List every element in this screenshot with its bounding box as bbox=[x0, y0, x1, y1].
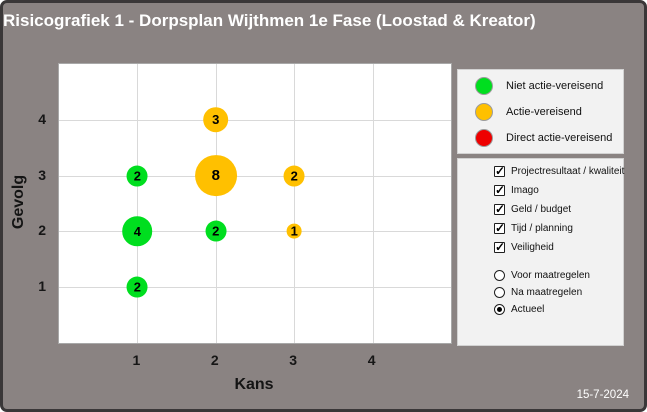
x-tick-label: 3 bbox=[289, 352, 298, 368]
checkbox-label: Veiligheid bbox=[511, 242, 554, 253]
radio-voor-maatregelen[interactable] bbox=[494, 270, 505, 281]
risk-bubble[interactable]: 1 bbox=[286, 223, 302, 239]
radio-row-voor-maatregelen[interactable]: Voor maatregelen bbox=[494, 267, 623, 284]
checkbox-projectresultaat[interactable] bbox=[494, 164, 505, 178]
checkbox-row-projectresultaat[interactable]: Projectresultaat / kwaliteit bbox=[494, 162, 625, 181]
risk-bubble[interactable]: 2 bbox=[126, 165, 148, 187]
gridline-vertical bbox=[372, 64, 374, 343]
legend-panel: Niet actie-vereisend Actie-vereisend Dir… bbox=[457, 69, 624, 154]
risk-bubble[interactable]: 3 bbox=[202, 106, 229, 133]
radio-label: Na maatregelen bbox=[511, 287, 583, 298]
checkbox-imago[interactable] bbox=[494, 183, 505, 197]
checkbox-label: Tijd / planning bbox=[511, 223, 573, 234]
checkbox-tijd[interactable] bbox=[494, 221, 505, 235]
gridline-horizontal bbox=[59, 231, 451, 233]
y-tick-label: 3 bbox=[38, 166, 46, 183]
radio-row-na-maatregelen[interactable]: Na maatregelen bbox=[494, 284, 623, 301]
gridline-vertical bbox=[137, 64, 139, 343]
legend-item: Niet actie-vereisend bbox=[475, 76, 623, 95]
checkbox-label: Projectresultaat / kwaliteit bbox=[511, 166, 625, 177]
plot-area: 3 2 8 2 4 2 1 2 bbox=[58, 63, 452, 344]
measure-radio-group: Voor maatregelen Na maatregelen Actueel bbox=[494, 267, 623, 318]
legend-item-label: Actie-vereisend bbox=[506, 105, 582, 118]
radio-label: Voor maatregelen bbox=[511, 270, 590, 281]
x-tick-label: 4 bbox=[367, 352, 376, 368]
legend-item: Actie-vereisend bbox=[475, 102, 623, 121]
checkbox-row-veiligheid[interactable]: Veiligheid bbox=[494, 238, 623, 257]
x-tick-label: 1 bbox=[132, 352, 141, 368]
filter-panel: Projectresultaat / kwaliteit Imago Geld … bbox=[457, 158, 624, 346]
checkbox-label: Imago bbox=[511, 185, 539, 196]
red-dot-icon bbox=[475, 128, 493, 147]
y-tick-label: 4 bbox=[38, 110, 46, 127]
x-axis-title: Kans bbox=[234, 376, 274, 393]
risk-bubble[interactable]: 2 bbox=[205, 220, 227, 242]
risk-bubble[interactable]: 2 bbox=[283, 165, 305, 187]
radio-row-actueel[interactable]: Actueel bbox=[494, 301, 623, 318]
radio-label: Actueel bbox=[511, 304, 545, 315]
checkbox-row-tijd[interactable]: Tijd / planning bbox=[494, 219, 623, 238]
checkbox-label: Geld / budget bbox=[511, 204, 572, 215]
risk-bubble[interactable]: 8 bbox=[194, 154, 237, 197]
checkbox-row-geld[interactable]: Geld / budget bbox=[494, 200, 623, 219]
gridline-horizontal bbox=[59, 119, 451, 121]
radio-na-maatregelen[interactable] bbox=[494, 287, 505, 298]
y-axis-title: Gevolg bbox=[10, 174, 27, 230]
checkbox-geld[interactable] bbox=[494, 202, 505, 216]
chart-title: Risicografiek 1 - Dorpsplan Wijthmen 1e … bbox=[3, 11, 536, 30]
x-tick-label: 2 bbox=[210, 352, 219, 368]
gridline-vertical bbox=[294, 64, 296, 343]
risk-bubble[interactable]: 2 bbox=[126, 276, 148, 298]
gridline-horizontal bbox=[59, 287, 451, 289]
green-dot-icon bbox=[475, 76, 493, 95]
gridline-horizontal bbox=[59, 175, 451, 177]
checkbox-veiligheid[interactable] bbox=[494, 240, 505, 254]
date-label: 15-7-2024 bbox=[576, 389, 629, 401]
y-tick-label: 2 bbox=[38, 222, 46, 239]
gridline-vertical bbox=[215, 64, 217, 343]
orange-dot-icon bbox=[475, 102, 493, 121]
radio-actueel[interactable] bbox=[494, 304, 505, 315]
legend-item-label: Niet actie-vereisend bbox=[506, 79, 604, 92]
risk-bubble[interactable]: 4 bbox=[122, 216, 153, 247]
checkbox-row-imago[interactable]: Imago bbox=[494, 181, 623, 200]
legend-item-label: Direct actie-vereisend bbox=[506, 131, 613, 144]
legend-item: Direct actie-vereisend bbox=[475, 128, 623, 147]
y-tick-label: 1 bbox=[38, 278, 46, 295]
